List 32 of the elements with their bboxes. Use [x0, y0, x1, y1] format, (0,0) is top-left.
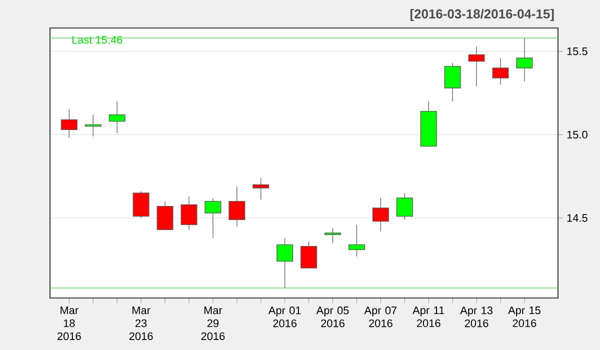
candlestick: [324, 228, 342, 244]
candlestick: [228, 186, 246, 227]
candlestick: [60, 109, 78, 138]
chart-subtitle: [2016-03-18/2016-04-15]: [410, 8, 554, 22]
x-tick-label: Mar 29 2016: [201, 306, 225, 340]
y-tick-label: 15.5: [567, 48, 588, 56]
x-tick-label: Apr 05 2016: [316, 306, 349, 328]
candlestick: [180, 196, 198, 230]
candlestick: [444, 62, 461, 102]
candlestick: [204, 198, 222, 238]
candlestick: [300, 240, 318, 268]
x-tick-label: Apr 01 2016: [268, 306, 301, 328]
candlestick: [108, 100, 126, 134]
candlestick: [132, 190, 150, 218]
candlestick: [348, 224, 365, 257]
y-tick-label: 15.0: [567, 130, 588, 139]
x-tick-label: Mar 23 2016: [129, 306, 153, 340]
x-tick-label: Apr 15 2016: [508, 306, 540, 328]
candlestick: [252, 178, 270, 200]
x-tick-label: Apr 13 2016: [460, 306, 492, 328]
candlestick: [276, 238, 294, 288]
annotation: Last 15.46: [72, 36, 122, 44]
x-tick-label: Apr 07 2016: [364, 306, 397, 328]
candlestick: [468, 46, 485, 87]
candlestick: [492, 58, 509, 86]
x-tick-label: Mar 18 2016: [58, 306, 81, 340]
candlestick: [156, 200, 174, 230]
x-tick-label: Apr 11 2016: [412, 306, 444, 328]
candlestick: [516, 38, 533, 82]
candlestick: [372, 198, 389, 232]
candlestick: [396, 192, 413, 220]
y-tick-label: 14.5: [567, 214, 588, 222]
